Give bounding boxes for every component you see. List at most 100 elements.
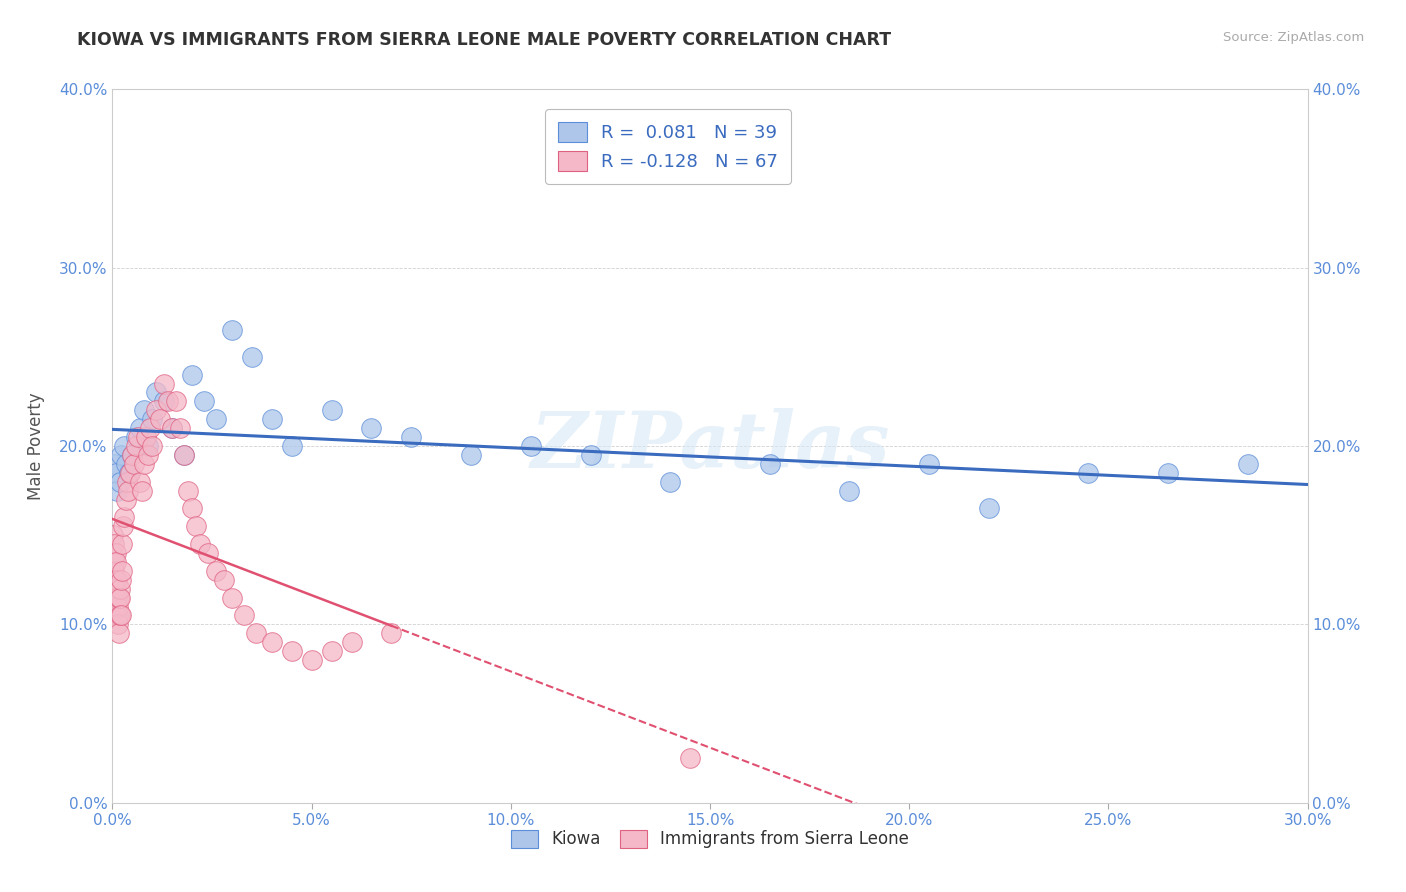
Point (321, 644, 343, 658)
Point (134, 457, 156, 471)
Point (134, 403, 156, 417)
Point (205, 564, 228, 578)
Point (162, 421, 183, 435)
Point (103, 537, 125, 551)
Point (138, 439, 160, 453)
Point (169, 421, 191, 435)
Point (117, 483, 139, 498)
Point (141, 439, 163, 453)
Point (1237, 457, 1260, 471)
Point (260, 412, 283, 426)
Point (125, 430, 148, 444)
Point (460, 448, 482, 462)
Point (105, 608, 128, 623)
Point (111, 564, 134, 578)
Point (104, 466, 127, 480)
Point (104, 546, 127, 560)
Point (104, 582, 127, 596)
Point (108, 591, 131, 605)
Text: Source: ZipAtlas.com: Source: ZipAtlas.com (1223, 31, 1364, 45)
Point (110, 591, 132, 605)
Point (104, 591, 127, 605)
Y-axis label: Male Poverty: Male Poverty (27, 392, 45, 500)
Point (321, 403, 343, 417)
Point (181, 501, 204, 516)
Point (125, 439, 148, 453)
Point (115, 475, 138, 489)
Point (260, 635, 283, 649)
Point (129, 421, 152, 435)
Point (145, 403, 167, 417)
Point (401, 430, 423, 444)
Point (103, 457, 125, 471)
Point (186, 519, 208, 533)
Point (188, 537, 211, 551)
Point (138, 448, 160, 462)
Point (149, 412, 172, 426)
Point (380, 626, 402, 640)
Point (103, 555, 125, 569)
Point (104, 573, 127, 587)
Point (114, 510, 135, 524)
Point (107, 608, 129, 623)
Point (103, 564, 125, 578)
Point (157, 394, 180, 409)
Point (1157, 466, 1180, 480)
Point (177, 483, 200, 498)
Point (977, 501, 1000, 516)
Point (162, 421, 183, 435)
Point (193, 394, 215, 409)
Point (127, 430, 149, 444)
Point (245, 626, 267, 640)
Point (221, 591, 243, 605)
Point (301, 653, 323, 667)
Point (145, 385, 167, 400)
Legend: Kiowa, Immigrants from Sierra Leone: Kiowa, Immigrants from Sierra Leone (505, 823, 915, 855)
Point (105, 591, 128, 605)
Point (579, 448, 602, 462)
Point (1077, 466, 1099, 480)
Point (141, 412, 163, 426)
Point (107, 617, 129, 632)
Text: KIOWA VS IMMIGRANTS FROM SIERRA LEONE MALE POVERTY CORRELATION CHART: KIOWA VS IMMIGRANTS FROM SIERRA LEONE MA… (77, 31, 891, 49)
Point (173, 448, 195, 462)
Point (121, 448, 143, 462)
Point (107, 599, 129, 614)
Point (520, 439, 543, 453)
Point (838, 483, 860, 498)
Point (360, 421, 382, 435)
Point (197, 546, 219, 560)
Point (679, 751, 702, 765)
Point (212, 573, 235, 587)
Point (659, 475, 682, 489)
Point (110, 448, 132, 462)
Point (112, 439, 135, 453)
Point (281, 439, 304, 453)
Point (105, 555, 128, 569)
Point (165, 394, 187, 409)
Point (124, 457, 146, 471)
Point (108, 626, 131, 640)
Point (139, 421, 162, 435)
Point (115, 457, 138, 471)
Point (121, 448, 143, 462)
Point (918, 457, 941, 471)
Point (110, 573, 132, 587)
Point (340, 635, 363, 649)
Point (108, 582, 131, 596)
Point (240, 350, 263, 364)
Point (105, 599, 128, 614)
Point (111, 537, 134, 551)
Point (103, 528, 125, 542)
Point (105, 483, 128, 498)
Point (131, 483, 153, 498)
Point (108, 475, 131, 489)
Point (114, 492, 136, 507)
Point (105, 573, 128, 587)
Point (108, 608, 131, 623)
Point (129, 475, 152, 489)
Point (221, 323, 243, 337)
Point (759, 457, 782, 471)
Point (112, 519, 135, 533)
Point (110, 608, 132, 623)
